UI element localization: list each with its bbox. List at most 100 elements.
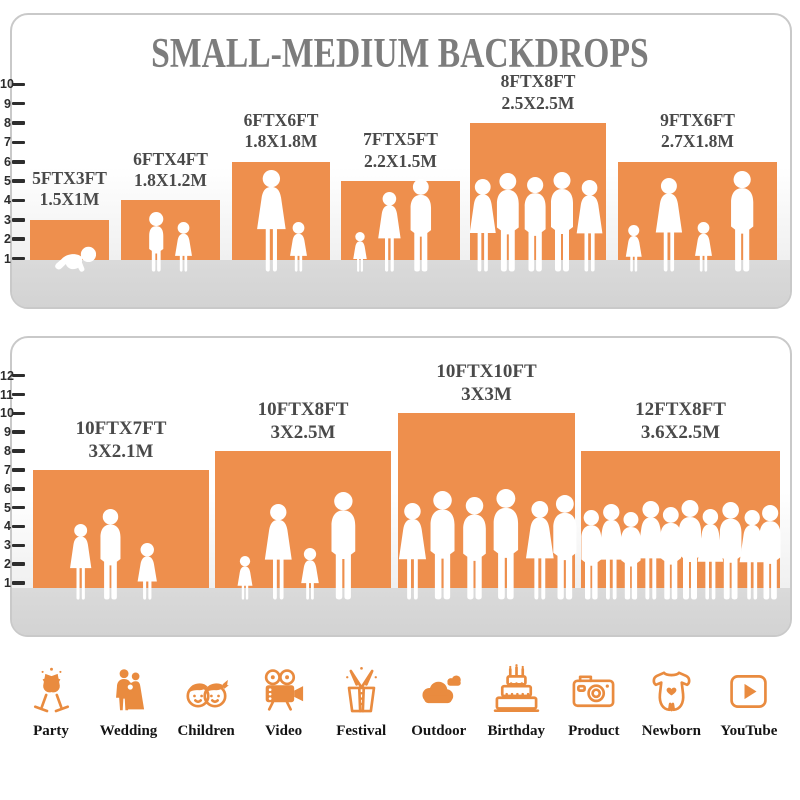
category-product: Product [557,663,631,740]
category-festival: Festival [324,663,398,740]
backdrop-size-label: 6FTX4FT 1.8X1.2M [76,145,265,191]
video-camera-icon [264,669,304,711]
icon-label: Newborn [641,723,701,739]
icon-label: Children [177,723,235,739]
backdrop-size-ft: 6FTX4FT [133,148,208,169]
backdrop-rect [398,413,575,588]
floor-band [12,260,790,307]
girl-silhouette [290,222,308,272]
ruler-number: 2 [4,557,11,572]
wedding-icon [116,669,145,711]
ruler-tick [12,468,25,472]
backdrop-size-m: 2.5X2.5M [501,92,575,113]
backdrop-size-ft: 6FTX6FT [243,110,319,131]
woman-silhouette [655,178,683,272]
icon-label: YouTube [720,723,778,739]
backdrop-size-m: 2.7X1.8M [661,131,734,152]
icon-label: Wedding [99,723,158,739]
girl-silhouette [137,543,158,600]
ruler-number: 7 [4,135,11,150]
ruler-tick [12,198,25,203]
ruler-tick [12,543,25,548]
ruler-number: 6 [4,154,11,169]
ruler-number: 12 [0,368,14,383]
backdrop-rect [30,219,109,260]
ruler-number: 5 [4,500,11,515]
gift-box-icon [345,667,377,713]
ruler-tick [12,486,25,491]
ruler-number: 4 [4,519,11,534]
backdrop-size-m: 1.8X1.2M [134,170,207,191]
category-icons-row: Party Wedding Childre [14,663,786,740]
woman-silhouette [69,524,92,600]
ruler-tick [12,411,25,416]
man-silhouette [430,491,455,600]
backdrop-size-ft: 12FTX8FT [635,398,726,420]
backdrop-size-label: 10FTX10FT 3X3M [353,356,620,406]
children-icon [186,679,229,708]
ruler-tick [12,524,25,529]
man-silhouette [493,489,519,600]
ruler-number: 1 [4,251,11,266]
backdrop-size-m: 3.6X2.5M [640,421,721,443]
birthday-cake-icon [493,664,539,712]
ruler-tick [12,256,25,261]
man-silhouette [331,492,356,600]
backdrop-size-label: 9FTX6FT 2.7X1.8M [573,107,800,153]
ruler-number: 4 [4,193,11,208]
backdrop-size-ft: 9FTX6FT [660,110,735,131]
backdrop-size-ft: 8FTX8FT [500,71,576,92]
backdrop-size-label: 5FTX3FT 1.5X1M [0,165,154,211]
girl-silhouette [174,222,192,272]
baby-onesie-icon [652,671,691,712]
ruler-number: 8 [4,116,11,131]
man-silhouette [100,509,121,600]
category-party: Party [14,663,88,740]
boy-silhouette [149,212,164,272]
ruler-tick [12,179,25,183]
ruler-number: 9 [4,96,11,111]
ruler-tick [12,373,25,378]
baby-silhouette [54,246,96,272]
ruler-number: 3 [4,538,11,553]
ruler-number: 2 [4,232,11,247]
woman-silhouette [378,192,401,272]
category-birthday: Birthday [479,663,553,740]
ruler-number: 1 [4,576,11,590]
backdrop-size-ft: 7FTX5FT [363,129,438,150]
ruler-tick [12,505,25,510]
backdrop-size-label: 12FTX8FT 3.6X2.5M [536,394,800,444]
ruler-number: 3 [4,212,11,227]
ruler-number: 10 [0,77,14,92]
ruler-tick [12,449,25,453]
backdrop-size-m: 3X3M [461,384,512,406]
category-wedding: Wedding [92,663,166,740]
backdrop-size-ft: 10FTX8FT [257,398,349,420]
ruler-number: 5 [4,174,11,189]
backdrop-size-m: 3X2.1M [88,440,154,462]
girl-silhouette [353,232,367,272]
ruler-tick [12,562,25,566]
backdrop-size-label: 6FTX6FT 1.8X1.8M [187,107,375,153]
man-silhouette [410,179,431,272]
icon-label: Birthday [487,723,546,739]
icon-label: Party [33,723,69,739]
page-title: SMALL-MEDIUM BACKDROPS [151,31,649,77]
girl-silhouette [625,225,642,272]
man-silhouette [730,171,754,272]
man-silhouette [759,505,781,600]
backdrop-size-ft: 10FTX10FT [436,361,537,382]
backdrop-rect [121,200,220,260]
photo-camera-icon [572,675,615,708]
backdrop-size-ft: 5FTX3FT [32,168,107,189]
ruler-number: 7 [4,462,11,477]
ruler-tick [12,101,25,106]
girl-silhouette [301,548,319,600]
category-outdoor: Outdoor [402,663,476,740]
ruler-tick [12,82,25,87]
ruler-number: 8 [4,444,11,459]
ruler-number: 6 [4,481,11,496]
backdrop-size-m: 1.8X1.8M [244,131,318,152]
